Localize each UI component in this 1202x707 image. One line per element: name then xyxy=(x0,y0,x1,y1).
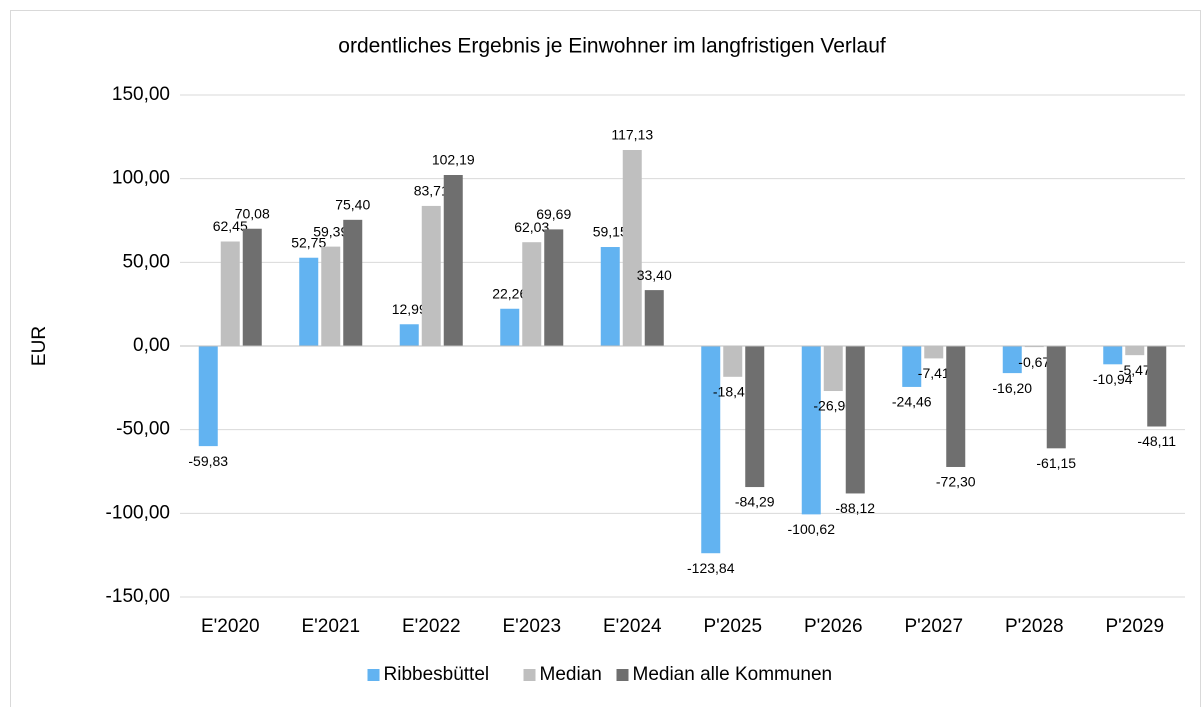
data-label: -5,47 xyxy=(1119,362,1151,378)
x-tick-label: E'2022 xyxy=(402,616,461,637)
legend-swatch xyxy=(523,669,536,681)
data-label: -72,30 xyxy=(936,474,976,490)
x-tick-label: E'2020 xyxy=(201,616,260,637)
data-label: -84,29 xyxy=(735,494,775,510)
bar xyxy=(701,346,721,554)
x-tick-label: P'2027 xyxy=(904,616,963,637)
bar xyxy=(421,205,441,346)
data-label: -59,83 xyxy=(188,453,228,469)
data-label: 62,45 xyxy=(213,218,248,234)
data-label: -26,90 xyxy=(813,398,853,414)
data-label: -18,41 xyxy=(713,384,753,400)
data-label: 69,69 xyxy=(536,206,571,222)
y-tick-label: 100,00 xyxy=(112,168,170,189)
data-label: -48,11 xyxy=(1137,433,1176,449)
bar xyxy=(600,247,620,346)
data-label: -88,12 xyxy=(835,500,875,516)
bar xyxy=(544,229,564,346)
x-tick-label: E'2021 xyxy=(301,616,360,637)
bar xyxy=(1125,346,1145,356)
bar xyxy=(924,346,944,359)
bar xyxy=(801,346,821,515)
bar xyxy=(946,346,966,467)
chart-title: ordentliches Ergebnis je Einwohner im la… xyxy=(338,35,886,58)
data-label: 83,71 xyxy=(414,183,449,199)
bar xyxy=(500,308,520,346)
x-tick-label: E'2024 xyxy=(603,616,662,637)
data-label: 59,39 xyxy=(313,223,348,239)
bar xyxy=(745,346,765,488)
legend-label: Median alle Kommunen xyxy=(633,664,833,685)
data-label: -16,20 xyxy=(992,380,1032,396)
bar xyxy=(723,346,743,377)
x-tick-label: P'2028 xyxy=(1005,616,1064,637)
y-tick-label: 0,00 xyxy=(133,335,170,356)
data-label: -7,41 xyxy=(918,365,950,381)
data-label: -123,84 xyxy=(687,560,735,576)
data-label: 22,26 xyxy=(492,285,527,301)
bar xyxy=(220,241,240,346)
data-label: 117,13 xyxy=(611,127,653,143)
bar xyxy=(299,257,319,346)
x-tick-label: E'2023 xyxy=(502,616,561,637)
x-tick-label: P'2025 xyxy=(703,616,762,637)
x-tick-label: P'2029 xyxy=(1105,616,1164,637)
data-label: 62,03 xyxy=(514,219,549,235)
y-tick-label: -150,00 xyxy=(106,586,170,607)
bar xyxy=(1024,346,1044,348)
data-label: 52,75 xyxy=(291,234,326,250)
bar xyxy=(443,175,463,346)
y-tick-label: -100,00 xyxy=(106,502,170,523)
data-label: 12,99 xyxy=(392,301,427,317)
bar xyxy=(845,346,865,494)
data-label: -10,94 xyxy=(1093,371,1133,387)
bar xyxy=(823,346,843,392)
data-label: -24,46 xyxy=(892,394,932,410)
y-tick-label: 50,00 xyxy=(122,251,170,272)
y-axis-title: EUR xyxy=(29,326,50,366)
legend-swatch xyxy=(367,669,380,681)
bar xyxy=(1103,346,1123,365)
data-label: 102,19 xyxy=(432,152,475,168)
bar xyxy=(399,324,419,346)
data-label: -0,67 xyxy=(1018,354,1050,370)
bar xyxy=(1046,346,1066,449)
x-tick-label: P'2026 xyxy=(804,616,863,637)
data-label: 33,40 xyxy=(637,267,672,283)
legend-label: Ribbesbüttel xyxy=(384,664,490,685)
bar xyxy=(644,290,664,346)
bar xyxy=(622,150,642,346)
data-label: -61,15 xyxy=(1036,455,1076,471)
bar xyxy=(343,219,363,346)
data-label: 75,40 xyxy=(335,197,370,213)
bar xyxy=(1002,346,1022,374)
bar xyxy=(522,242,542,346)
bar xyxy=(902,346,922,387)
data-label: 59,15 xyxy=(593,224,628,240)
data-label: 70,08 xyxy=(235,205,270,221)
bar xyxy=(198,346,218,447)
y-tick-label: 150,00 xyxy=(112,84,170,105)
legend-label: Median xyxy=(540,664,602,685)
y-tick-label: -50,00 xyxy=(116,419,170,440)
data-label: -100,62 xyxy=(788,521,836,537)
legend-swatch xyxy=(616,669,629,681)
bar xyxy=(321,246,341,346)
bar xyxy=(242,228,262,346)
bar xyxy=(1147,346,1167,427)
